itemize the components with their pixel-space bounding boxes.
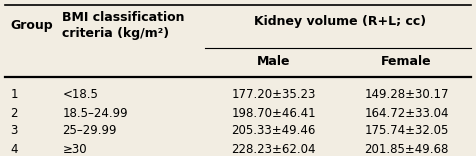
Text: 228.23±62.04: 228.23±62.04 [231,143,316,156]
Text: BMI classification
criteria (kg/m²): BMI classification criteria (kg/m²) [62,11,185,40]
Text: 3: 3 [10,124,18,137]
Text: 177.20±35.23: 177.20±35.23 [231,88,316,101]
Text: <18.5: <18.5 [62,88,98,101]
Text: 25–29.99: 25–29.99 [62,124,117,137]
Text: 2: 2 [10,107,18,120]
Text: 164.72±33.04: 164.72±33.04 [364,107,449,120]
Text: 205.33±49.46: 205.33±49.46 [231,124,316,137]
Text: 18.5–24.99: 18.5–24.99 [62,107,128,120]
Text: Female: Female [381,55,432,68]
Text: ≥30: ≥30 [62,143,87,156]
Text: Male: Male [257,55,290,68]
Text: 149.28±30.17: 149.28±30.17 [364,88,449,101]
Text: Group: Group [10,19,53,32]
Text: Kidney volume (R+L; cc): Kidney volume (R+L; cc) [254,15,426,28]
Text: 1: 1 [10,88,18,101]
Text: 198.70±46.41: 198.70±46.41 [231,107,316,120]
Text: 175.74±32.05: 175.74±32.05 [364,124,449,137]
Text: 4: 4 [10,143,18,156]
Text: 201.85±49.68: 201.85±49.68 [364,143,449,156]
